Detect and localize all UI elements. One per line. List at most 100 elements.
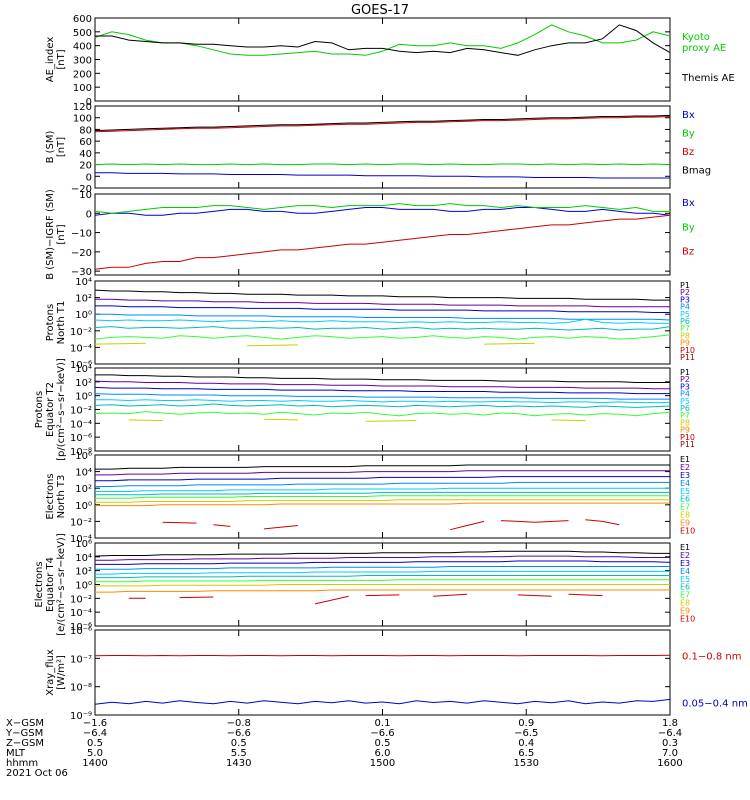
legend-entry: By: [682, 222, 695, 233]
y-axis-label: [W/m²]: [56, 655, 67, 690]
legend-entry: Bx: [682, 110, 695, 121]
panel-frame: [94, 367, 671, 452]
series-line: [162, 521, 197, 524]
x-tick-label: 5.0: [87, 748, 103, 759]
legend-entry: E2: [680, 463, 690, 472]
legend-entry: E1: [680, 543, 690, 552]
y-tick-label: 200: [73, 69, 92, 80]
x-row-label: X−GSM: [6, 718, 44, 729]
legend-entry: Bmag: [682, 166, 711, 177]
series-line: [517, 594, 552, 597]
x-tick-label: 0.3: [662, 738, 678, 749]
y-axis-label: B (SM)−IGRF (SM): [45, 189, 56, 280]
series-line: [94, 203, 670, 214]
y-tick-label: 500: [73, 28, 92, 39]
x-tick-label: −0.8: [227, 718, 251, 729]
y-tick-label: 10⁻⁴: [70, 534, 92, 545]
y-tick-label: 10⁴: [75, 364, 92, 375]
x-tick-label: 1530: [514, 758, 539, 769]
y-tick-label: 10⁻⁴: [70, 343, 92, 354]
y-axis-label: Protons: [45, 304, 56, 341]
series-line: [551, 419, 586, 422]
series-line: [95, 481, 670, 487]
legend-entry: P9: [680, 339, 690, 348]
legend-entry: Bz: [682, 147, 694, 158]
y-axis-label: Electrons: [34, 561, 45, 607]
series-line: [94, 342, 146, 345]
panel-frame: [94, 280, 671, 365]
series-line: [94, 411, 671, 417]
y-tick-label: 10⁴: [75, 468, 92, 479]
series-line: [94, 393, 670, 400]
series-line: [94, 386, 670, 395]
legend-entry: P1: [680, 281, 690, 290]
y-tick-label: 10⁻²: [70, 594, 92, 605]
series-line: [94, 163, 671, 166]
series-line: [95, 487, 670, 492]
x-tick-label: 7.0: [662, 748, 678, 759]
legend-entry: P4: [680, 303, 690, 312]
y-tick-label: 100: [73, 114, 92, 125]
legend-entry: Bx: [682, 198, 695, 209]
x-tick-label: 0.5: [87, 738, 103, 749]
series-line: [95, 399, 670, 404]
legend-entry: E5: [680, 487, 690, 496]
y-tick-label: −10: [71, 229, 92, 240]
series-line: [94, 654, 671, 657]
y-axis-label: [nT]: [56, 224, 67, 244]
x-tick-label: 1430: [226, 758, 251, 769]
series-line: [314, 595, 349, 605]
series-line: [483, 342, 535, 345]
y-tick-label: 10²: [75, 378, 92, 389]
series-line: [95, 584, 670, 587]
legend-entry: P2: [680, 375, 690, 384]
legend-entry: P10: [680, 346, 695, 355]
legend-entry: P9: [680, 426, 690, 435]
legend-entry: P7: [680, 324, 690, 333]
legend-entry: P8: [680, 331, 690, 340]
panel-ae: 0 100 200 300 400 500 600 AE_index [nT] Kyotoprox…: [45, 14, 735, 108]
y-tick-label: 10⁻⁶: [70, 433, 92, 444]
legend-entry: E9: [680, 519, 690, 528]
x-row-label: Y−GSM: [5, 728, 43, 739]
series-line: [94, 116, 671, 133]
legend-entry: proxy AE: [682, 43, 726, 54]
series-line: [95, 172, 670, 179]
series-line: [94, 698, 671, 705]
y-tick-label: 400: [73, 42, 92, 53]
y-tick-label: 10⁰: [75, 501, 92, 512]
y-tick-label: 10⁰: [75, 310, 92, 321]
series-line: [95, 476, 670, 482]
series-line: [433, 593, 468, 597]
y-tick-label: 10⁻²: [70, 406, 92, 417]
legend-entry: P3: [680, 382, 690, 391]
series-line: [95, 499, 670, 503]
x-tick-label: −1.6: [83, 718, 107, 729]
x-tick-label: −6.6: [227, 728, 251, 739]
x-tick-label: 0.4: [518, 738, 534, 749]
y-tick-label: 10⁴: [75, 553, 92, 564]
x-tick-label: 5.5: [231, 748, 247, 759]
y-axis-label: North T1: [56, 301, 67, 345]
y-tick-label: 300: [73, 56, 92, 67]
x-tick-label: 0.9: [518, 718, 534, 729]
legend-entry: Kyoto: [682, 32, 710, 43]
legend-entry: E9: [680, 607, 690, 616]
series-line: [568, 593, 603, 597]
y-tick-label: 120: [73, 102, 92, 113]
panel-frame: [94, 17, 671, 102]
y-tick-label: 0: [86, 172, 92, 183]
series-line: [95, 575, 670, 579]
legend-entry: 0.1−0.8 nm: [682, 652, 741, 663]
legend-entry: E7: [680, 591, 690, 600]
legend-entry: E10: [680, 614, 695, 623]
series-line: [94, 24, 671, 56]
legend-entry: P1: [680, 368, 690, 377]
series-line: [94, 318, 670, 324]
legend-entry: E6: [680, 583, 690, 592]
y-tick-label: 10²: [75, 484, 92, 495]
y-tick-label: 60: [79, 137, 92, 148]
